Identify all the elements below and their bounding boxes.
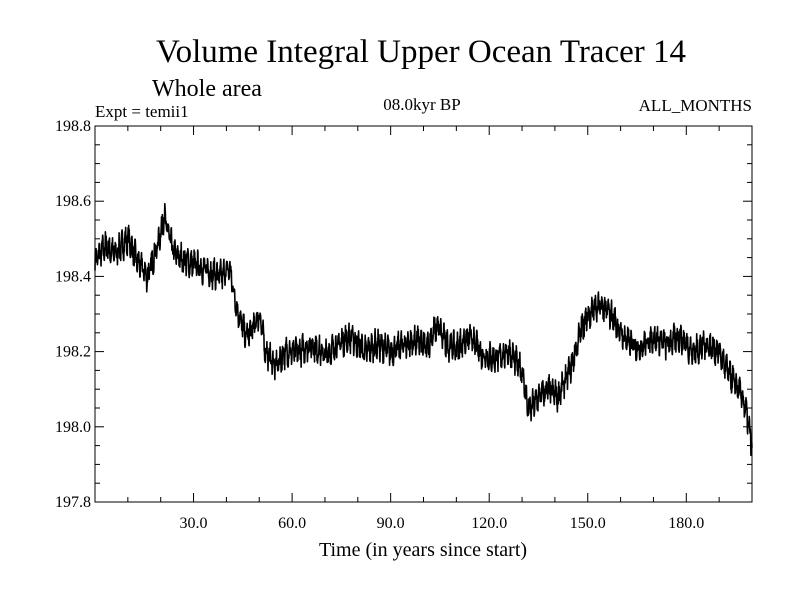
chart-subtitle: Whole area	[152, 76, 262, 102]
x-tick-label: 30.0	[180, 515, 208, 532]
x-axis-label: Time (in years since start)	[319, 539, 527, 561]
period-label: 08.0kyr BP	[383, 95, 460, 114]
months-label: ALL_MONTHS	[639, 96, 752, 115]
y-tick-label: 198.6	[55, 193, 91, 210]
y-tick-label: 198.4	[55, 268, 91, 285]
plot-frame	[94, 125, 753, 503]
x-tick-label: 90.0	[377, 515, 405, 532]
experiment-label: Expt = temii1	[95, 102, 189, 121]
x-tick-label: 180.0	[668, 515, 704, 532]
y-tick-label: 197.8	[55, 494, 91, 511]
series-line-tracer-14	[94, 202, 753, 457]
y-tick-label: 198.2	[55, 344, 91, 361]
x-tick-label: 120.0	[471, 515, 507, 532]
tick-labels: 30.0 60.0 90.0 120.0 150.0 180.0 197.8 198.0 198…	[55, 118, 704, 532]
axis-ticks	[95, 126, 752, 502]
y-tick-label: 198.0	[55, 419, 91, 436]
chart-title: Volume Integral Upper Ocean Tracer 14	[156, 34, 686, 70]
x-tick-label: 150.0	[570, 515, 606, 532]
y-tick-label: 198.8	[55, 118, 91, 135]
x-tick-label: 60.0	[278, 515, 306, 532]
